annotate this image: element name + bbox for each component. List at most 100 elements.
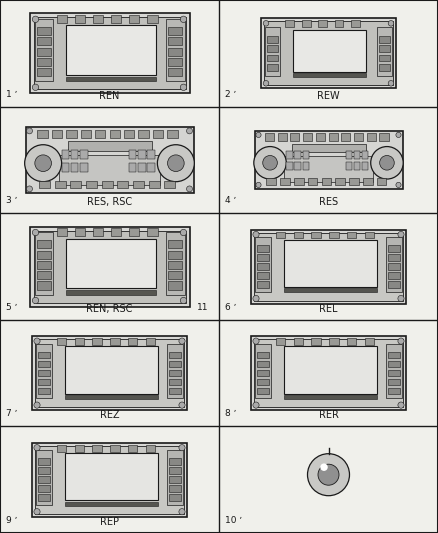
Bar — [111, 15, 121, 23]
Text: 1 ʼ: 1 ʼ — [6, 90, 18, 99]
Bar — [64, 346, 158, 394]
Text: 10 ʼ: 10 ʼ — [225, 516, 242, 525]
Circle shape — [27, 186, 32, 192]
Bar — [37, 37, 50, 45]
Bar — [66, 77, 156, 82]
Bar — [74, 338, 84, 345]
Bar — [128, 338, 138, 345]
Bar — [266, 179, 276, 185]
Circle shape — [253, 338, 259, 344]
Circle shape — [179, 445, 185, 451]
Bar — [388, 388, 400, 394]
Bar — [74, 445, 84, 451]
Circle shape — [157, 145, 194, 182]
Bar — [336, 179, 345, 185]
Bar — [267, 64, 278, 71]
Bar — [164, 181, 175, 188]
Text: 7 ʼ: 7 ʼ — [6, 409, 18, 418]
Bar — [146, 338, 155, 345]
Bar — [37, 281, 50, 289]
Bar — [169, 486, 181, 492]
Bar — [64, 453, 158, 500]
Bar — [353, 151, 360, 159]
Bar — [80, 163, 88, 172]
Text: REP: REP — [100, 517, 119, 527]
Bar — [377, 179, 386, 185]
Bar — [167, 343, 183, 398]
Bar — [57, 15, 67, 23]
Circle shape — [34, 508, 40, 515]
Bar — [264, 21, 393, 85]
Text: RES, RSC: RES, RSC — [87, 197, 132, 207]
Bar — [129, 15, 139, 23]
Bar — [316, 133, 325, 141]
Bar — [388, 245, 400, 252]
Bar — [286, 151, 293, 159]
Bar — [37, 251, 50, 259]
Bar — [71, 150, 78, 159]
Bar — [168, 271, 182, 279]
Bar — [168, 37, 182, 45]
Circle shape — [371, 147, 403, 179]
Text: REW: REW — [317, 91, 340, 101]
Bar — [93, 228, 103, 236]
Bar — [168, 281, 182, 289]
Bar — [362, 162, 368, 171]
Circle shape — [180, 297, 187, 304]
Bar — [66, 290, 156, 295]
Bar — [138, 163, 145, 172]
Bar — [311, 232, 321, 238]
Circle shape — [388, 20, 394, 26]
Bar — [38, 467, 50, 474]
Text: REL: REL — [319, 304, 338, 314]
Bar — [35, 19, 53, 82]
Bar — [353, 162, 360, 171]
Circle shape — [253, 402, 259, 408]
Circle shape — [25, 145, 62, 182]
Bar — [71, 163, 78, 172]
Circle shape — [398, 231, 404, 238]
Bar — [37, 27, 50, 35]
Bar — [57, 445, 66, 451]
Bar — [33, 230, 186, 303]
Circle shape — [256, 182, 261, 188]
Bar — [267, 54, 278, 61]
Circle shape — [187, 128, 192, 134]
Circle shape — [32, 16, 39, 22]
Circle shape — [187, 186, 192, 192]
Circle shape — [320, 464, 328, 471]
Bar — [117, 181, 128, 188]
Bar — [36, 450, 52, 505]
Bar — [111, 228, 121, 236]
Bar — [365, 338, 374, 345]
Circle shape — [263, 20, 269, 26]
Bar — [93, 15, 103, 23]
Bar — [153, 130, 163, 138]
Bar — [329, 338, 339, 345]
Bar — [124, 130, 134, 138]
Bar — [38, 388, 50, 394]
Circle shape — [253, 231, 259, 238]
Bar — [166, 19, 184, 82]
Bar — [254, 232, 403, 301]
Bar — [254, 131, 403, 189]
Bar — [254, 339, 403, 407]
Circle shape — [253, 295, 259, 302]
Bar — [33, 17, 186, 90]
Bar — [169, 388, 181, 394]
Bar — [169, 370, 181, 376]
Bar — [169, 352, 181, 358]
Bar — [57, 338, 66, 345]
Bar — [66, 25, 156, 75]
Bar — [283, 240, 377, 287]
Text: RER: RER — [318, 410, 339, 421]
Circle shape — [32, 84, 39, 91]
Bar — [318, 20, 327, 27]
Bar — [168, 58, 182, 66]
Bar — [29, 13, 190, 93]
Bar — [62, 163, 69, 172]
Bar — [133, 181, 144, 188]
Bar — [257, 388, 269, 394]
Circle shape — [179, 508, 185, 515]
Text: 3 ʼ: 3 ʼ — [6, 196, 18, 205]
